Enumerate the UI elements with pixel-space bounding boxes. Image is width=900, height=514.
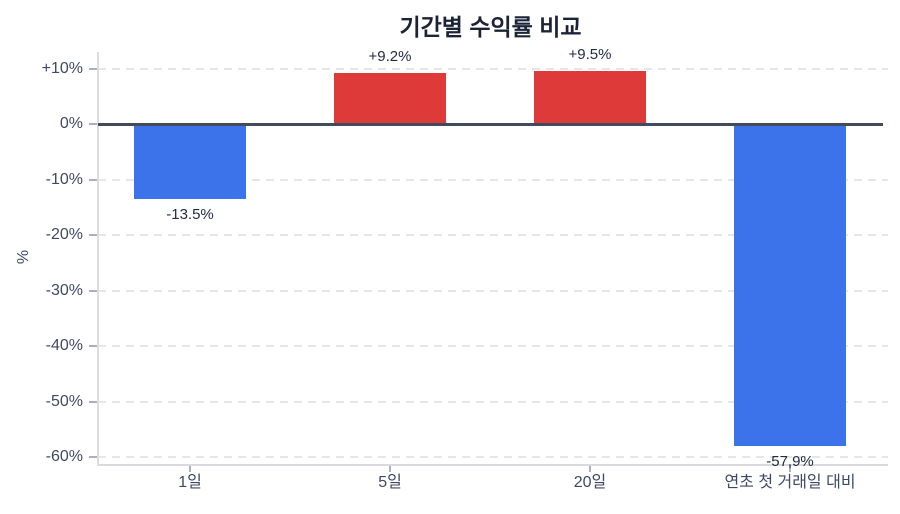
y-tick-mark	[89, 345, 97, 348]
gridline	[98, 234, 888, 237]
bar-value-label: +9.2%	[368, 48, 412, 66]
gridline	[98, 67, 888, 70]
x-tick-label: 20일	[573, 474, 607, 491]
y-tick-label: -20%	[45, 226, 83, 244]
zero-line	[98, 122, 883, 126]
gridline	[98, 400, 888, 403]
bar-4	[734, 124, 846, 446]
gridline	[98, 178, 888, 181]
x-tick-mark	[389, 466, 391, 472]
x-tick-mark	[589, 466, 591, 472]
bar-2	[334, 73, 446, 125]
y-tick-label: +10%	[41, 59, 83, 77]
bar-1	[134, 124, 246, 200]
gridline	[98, 289, 888, 292]
y-tick-mark	[89, 400, 97, 403]
bar-3	[534, 71, 646, 125]
y-tick-label: -30%	[45, 281, 83, 299]
x-tick-label: 연초 첫 거래일 대비	[724, 474, 856, 491]
x-tick-mark	[189, 466, 191, 472]
bar-value-label: +9.5%	[568, 46, 612, 64]
y-tick-mark	[89, 67, 97, 70]
x-axis-line	[98, 464, 888, 466]
gridline	[98, 456, 888, 459]
y-tick-label: 0%	[59, 115, 83, 133]
gridline	[98, 345, 888, 348]
y-tick-label: -40%	[45, 337, 83, 355]
y-tick-mark	[89, 123, 97, 126]
x-tick-label: 5일	[378, 474, 402, 491]
bar-value-label: -57,9%	[766, 452, 814, 470]
y-tick-mark	[89, 289, 97, 292]
bar-value-label: -13.5%	[166, 206, 214, 224]
y-tick-label: -10%	[45, 170, 83, 188]
y-tick-label: -50%	[45, 392, 83, 410]
chart-title: 기간별 수익률 비교	[399, 14, 582, 40]
y-tick-mark	[89, 234, 97, 237]
y-tick-mark	[89, 178, 97, 181]
x-tick-mark	[789, 466, 791, 472]
y-tick-label: -60%	[45, 448, 83, 466]
y-axis-line	[97, 52, 99, 466]
x-tick-label: 1일	[178, 474, 202, 491]
y-tick-mark	[89, 456, 97, 459]
